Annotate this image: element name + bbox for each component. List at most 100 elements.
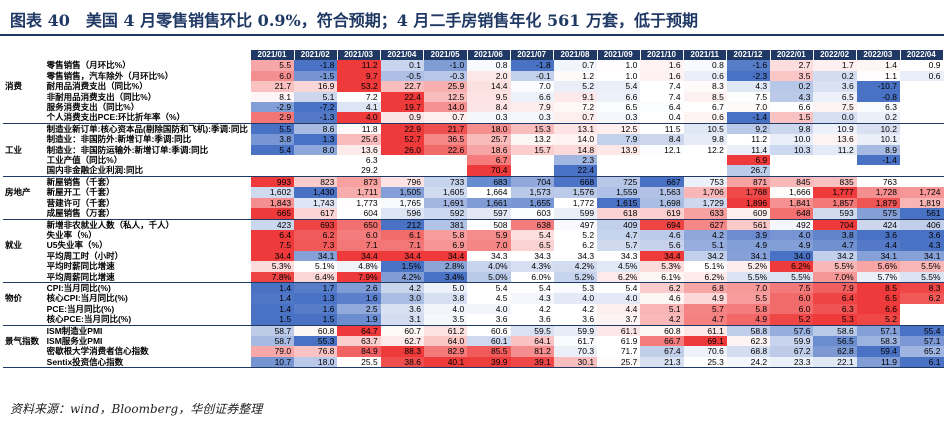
table-cell: 6.1% <box>640 271 684 283</box>
table-cell: 1,655 <box>510 197 554 209</box>
table-cell: 5.2% <box>553 271 598 283</box>
table-cell: 0.2 <box>813 70 857 82</box>
table-cell <box>900 304 944 314</box>
table-cell: 4.3 <box>510 293 554 304</box>
table-cell: 60.8 <box>294 325 338 336</box>
table-cell: 4.0 <box>423 303 468 315</box>
table-cell: 34.4 <box>640 250 684 262</box>
column-header: 2021/10 <box>640 50 685 61</box>
group-label <box>3 134 45 144</box>
table-cell: 4.9 <box>726 314 771 326</box>
table-cell: 7.3 <box>294 240 338 251</box>
row-label: CPI:当月同比(%) <box>46 282 111 293</box>
table-cell: 8.3 <box>683 81 727 92</box>
table-cell: 8.4 <box>467 102 511 113</box>
header-row: 2021/01 2021/02 2021/03 2021/04 2021/05 2021/… <box>3 50 944 61</box>
table-cell: 406 <box>900 219 944 230</box>
table-cell: 6.8 <box>683 282 727 294</box>
table-cell: 82.9 <box>423 346 468 357</box>
table-cell: 11.4 <box>726 144 771 156</box>
table-cell: 1,430 <box>294 187 338 198</box>
table-cell: 0.7 <box>553 112 598 124</box>
table-cell: 81.2 <box>510 346 554 357</box>
table-cell <box>684 155 727 165</box>
row-label: 新增非农就业人数（私人，千人） <box>46 219 175 230</box>
table-cell: 22.6 <box>423 144 468 156</box>
table-cell: 34.4 <box>250 250 295 262</box>
table-cell <box>683 165 727 177</box>
table-cell: 667 <box>640 176 684 188</box>
table-cell: 14.8 <box>553 144 598 156</box>
group-label: 景气指数 <box>5 335 40 346</box>
table-cell: 12.1 <box>640 144 684 156</box>
table-cell: 497 <box>553 219 598 230</box>
table-cell <box>900 102 944 112</box>
table-cell <box>900 92 944 102</box>
table-cell: 4.5 <box>467 293 511 304</box>
table-row: 工业产值（同比%） 6.3 6.7 2.3 6.9 -1.4 <box>3 155 944 166</box>
table-cell: 492 <box>770 219 814 230</box>
table-cell: 11.2 <box>726 134 771 145</box>
table-cell: 6.2 <box>900 293 944 304</box>
row-label: 核心CPI:当月同比(%) <box>46 293 128 304</box>
table-cell: 6.0 <box>250 70 295 82</box>
table-cell: 1,772 <box>553 197 598 209</box>
column-header: 2021/02 <box>294 50 338 61</box>
table-cell: 1,765 <box>380 197 424 209</box>
row-label: 零售销售（月环比%） <box>46 60 131 71</box>
table-cell <box>813 155 856 165</box>
table-cell: 1,743 <box>294 197 338 209</box>
table-row: 国内非金融企业利润:同比 29.2 70.4 22.4 26.7 <box>3 165 944 177</box>
table-cell: 5.0 <box>423 282 468 294</box>
table-cell: 1,664 <box>467 187 511 198</box>
table-cell: 627 <box>683 219 727 230</box>
table-cell: 85.5 <box>467 346 511 357</box>
table-cell: 5.6% <box>856 261 900 272</box>
row-label: 密歇根大学消费者信心指数 <box>46 346 149 357</box>
table-cell: -1.4 <box>856 155 900 166</box>
table-cell <box>381 155 424 165</box>
table-row: 新增非农就业人数（私人，千人） 423 693 650 212 381 508 638 497 4… <box>3 219 944 230</box>
table-cell: 6.3 <box>337 155 381 166</box>
table-cell: 22.7 <box>380 81 424 92</box>
table-cell: 7.5 <box>813 102 857 113</box>
table-cell: 1.9 <box>337 314 381 326</box>
table-cell: 2.7 <box>770 60 814 71</box>
table-cell: 21.3 <box>640 356 684 369</box>
table-cell: 0.6 <box>683 70 727 82</box>
table-cell: 19.7 <box>380 102 424 113</box>
table-cell: 1,879 <box>856 197 900 209</box>
table-cell: 593 <box>813 208 857 220</box>
table-cell: 1.0 <box>597 60 641 71</box>
table-cell: 0.7 <box>423 112 468 124</box>
table-cell: 4.9 <box>726 240 771 251</box>
table-cell: 23.3 <box>770 356 814 369</box>
table-cell: 1.4 <box>250 293 295 304</box>
table-cell: 7.9 <box>510 102 554 113</box>
table-cell: 79.0 <box>250 346 295 357</box>
table-cell: 6.2% <box>770 261 814 272</box>
table-cell: 53.2 <box>337 81 381 92</box>
table-cell: 39.1 <box>510 356 554 369</box>
table-cell: 873 <box>337 176 381 188</box>
table-cell: 592 <box>423 208 468 220</box>
table-cell: 16.9 <box>294 81 338 92</box>
table-cell: -0.5 <box>380 70 424 82</box>
table-cell: 8.5 <box>856 282 900 294</box>
table-cell: 2.6 <box>337 282 381 294</box>
table-cell: 6.1 <box>900 356 944 369</box>
row-label: 非耐用品消费支出（同比%） <box>46 91 157 102</box>
row-label: 服务消费支出（同比%） <box>46 102 140 113</box>
table-cell: 6.3 <box>856 102 900 113</box>
table-cell: 6.9 <box>423 240 468 251</box>
table-cell: -7.2 <box>294 102 338 113</box>
table-cell <box>511 155 554 165</box>
table-cell: 6.5 <box>510 240 554 251</box>
row-label: 营建许可（千套） <box>46 197 115 208</box>
table-cell: 5.5% <box>726 271 771 283</box>
table-cell <box>597 155 640 165</box>
table-cell: 60.6 <box>467 325 511 336</box>
table-cell <box>770 165 814 177</box>
table-row: 消费 耐用品消费支出（同比%） 21.7 16.9 53.2 22.7 25.9 14.4 7.… <box>3 81 944 92</box>
table-cell: 34.3 <box>597 250 641 262</box>
